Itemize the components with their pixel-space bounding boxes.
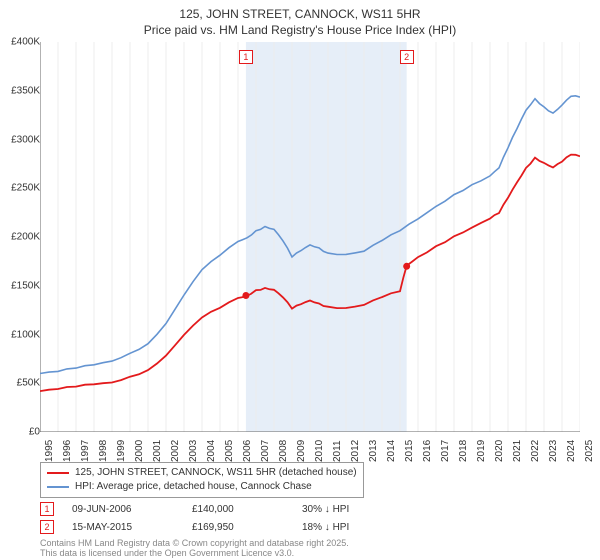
legend-label: 125, JOHN STREET, CANNOCK, WS11 5HR (det…	[75, 466, 357, 480]
event-row: 1 09-JUN-2006£140,00030% ↓ HPI	[40, 500, 349, 518]
x-tick-label: 2016	[422, 440, 433, 462]
event-delta: 30% ↓ HPI	[302, 504, 349, 515]
x-tick-label: 2019	[476, 440, 487, 462]
x-tick-label: 2024	[566, 440, 577, 462]
y-tick-label: £150K	[2, 280, 40, 291]
x-tick-label: 2001	[152, 440, 163, 462]
legend-swatch	[47, 486, 69, 488]
legend-item: 125, JOHN STREET, CANNOCK, WS11 5HR (det…	[47, 466, 357, 480]
chart-title: 125, JOHN STREET, CANNOCK, WS11 5HR Pric…	[0, 0, 600, 38]
x-tick-label: 2005	[224, 440, 235, 462]
event-date: 09-JUN-2006	[72, 504, 192, 515]
x-tick-label: 2014	[386, 440, 397, 462]
event-marker-on-chart: 2	[400, 50, 414, 64]
legend-swatch	[47, 472, 69, 474]
event-price: £169,950	[192, 522, 302, 533]
x-tick-label: 2021	[512, 440, 523, 462]
chart-plot-area	[40, 42, 580, 432]
x-tick-label: 2011	[332, 440, 343, 462]
x-tick-label: 2004	[206, 440, 217, 462]
x-tick-label: 2002	[170, 440, 181, 462]
x-tick-label: 2015	[404, 440, 415, 462]
y-tick-label: £200K	[2, 232, 40, 243]
y-tick-label: £400K	[2, 37, 40, 48]
legend-item: HPI: Average price, detached house, Cann…	[47, 480, 357, 494]
x-tick-label: 2018	[458, 440, 469, 462]
x-tick-label: 2007	[260, 440, 271, 462]
y-tick-label: £300K	[2, 134, 40, 145]
x-tick-label: 1999	[116, 440, 127, 462]
x-tick-label: 2003	[188, 440, 199, 462]
x-tick-label: 2017	[440, 440, 451, 462]
x-tick-label: 1998	[98, 440, 109, 462]
attribution-line-2: This data is licensed under the Open Gov…	[40, 548, 294, 558]
attribution-line-1: Contains HM Land Registry data © Crown c…	[40, 538, 349, 548]
event-marker: 2	[40, 520, 54, 534]
x-tick-label: 2010	[314, 440, 325, 462]
x-tick-label: 2006	[242, 440, 253, 462]
x-tick-label: 2020	[494, 440, 505, 462]
x-tick-label: 2008	[278, 440, 289, 462]
event-marker: 1	[40, 502, 54, 516]
x-tick-label: 2012	[350, 440, 361, 462]
x-tick-label: 2022	[530, 440, 541, 462]
title-line-1: 125, JOHN STREET, CANNOCK, WS11 5HR	[179, 7, 420, 21]
x-tick-label: 1996	[62, 440, 73, 462]
x-tick-label: 2013	[368, 440, 379, 462]
x-tick-label: 2025	[584, 440, 595, 462]
event-row: 2 15-MAY-2015£169,95018% ↓ HPI	[40, 518, 349, 536]
chart-legend: 125, JOHN STREET, CANNOCK, WS11 5HR (det…	[40, 462, 364, 498]
event-delta: 18% ↓ HPI	[302, 522, 349, 533]
attribution-text: Contains HM Land Registry data © Crown c…	[40, 538, 349, 559]
y-tick-label: £100K	[2, 329, 40, 340]
legend-label: HPI: Average price, detached house, Cann…	[75, 480, 312, 494]
event-date: 15-MAY-2015	[72, 522, 192, 533]
y-tick-label: £0	[2, 427, 40, 438]
x-tick-label: 1997	[80, 440, 91, 462]
x-tick-label: 2023	[548, 440, 559, 462]
x-tick-label: 2000	[134, 440, 145, 462]
event-marker-on-chart: 1	[239, 50, 253, 64]
x-tick-label: 1995	[44, 440, 55, 462]
chart-container: 125, JOHN STREET, CANNOCK, WS11 5HR Pric…	[0, 0, 600, 560]
y-tick-label: £250K	[2, 183, 40, 194]
x-tick-label: 2009	[296, 440, 307, 462]
event-price: £140,000	[192, 504, 302, 515]
y-tick-label: £50K	[2, 378, 40, 389]
title-line-2: Price paid vs. HM Land Registry's House …	[144, 23, 456, 37]
y-tick-label: £350K	[2, 85, 40, 96]
event-list: 1 09-JUN-2006£140,00030% ↓ HPI 2 15-MAY-201…	[40, 500, 349, 536]
chart-svg	[40, 42, 580, 432]
